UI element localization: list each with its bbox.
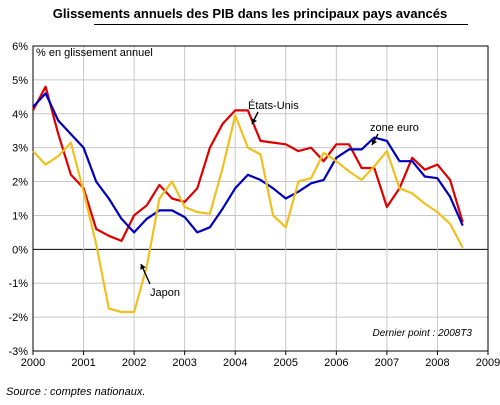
- x-tick-label: 2001: [71, 357, 95, 369]
- source-note: Source : comptes nationaux.: [6, 386, 146, 398]
- x-tick-label: 2000: [21, 357, 45, 369]
- series-line--tats-unis: [32, 85, 464, 242]
- y-axis-label: % en glissement annuel: [36, 47, 153, 59]
- series-line-zone-euro: [32, 92, 464, 234]
- chart-title: Glissements annuels des PIB dans les pri…: [52, 6, 448, 21]
- x-axis-ticks: 2000 2001 2002 2003 2004 2005 2006 2007 2008 2009: [21, 351, 500, 369]
- series-label: États-Unis: [248, 99, 299, 112]
- x-tick-label: 2004: [223, 357, 247, 369]
- label-arrowhead: [251, 118, 257, 124]
- y-tick-label: -1%: [8, 278, 28, 290]
- plot-frame: [32, 45, 489, 352]
- y-tick-label: 3%: [12, 143, 28, 155]
- series-line-japon: [32, 114, 464, 314]
- y-tick-label: 5%: [12, 75, 28, 87]
- label-arrowhead: [371, 139, 377, 145]
- title-underline: [94, 24, 468, 25]
- y-tick-label: 4%: [12, 109, 28, 121]
- series-label: zone euro: [370, 122, 419, 134]
- y-axis-ticks: -3% -2% -1% 0% 1% 2% 3% 4% 5% 6%: [8, 41, 28, 358]
- series-labels: États-Unis zone euro Japon: [140, 99, 419, 299]
- series-lines: [32, 85, 464, 314]
- x-tick-label: 2007: [375, 357, 399, 369]
- label-arrowhead: [140, 264, 146, 270]
- y-tick-label: 0%: [12, 244, 28, 256]
- x-tick-label: 2008: [425, 357, 449, 369]
- x-tick-label: 2003: [172, 357, 196, 369]
- y-tick-label: 1%: [12, 210, 28, 222]
- y-tick-label: -3%: [8, 346, 28, 358]
- series-label: Japon: [150, 287, 180, 299]
- x-tick-label: 2009: [476, 357, 500, 369]
- x-tick-label: 2005: [274, 357, 298, 369]
- last-point-annotation: Dernier point : 2008T3: [372, 328, 472, 339]
- y-tick-label: 6%: [12, 41, 28, 53]
- y-tick-label: 2%: [12, 177, 28, 189]
- y-tick-label: -2%: [8, 312, 28, 324]
- x-tick-label: 2002: [122, 357, 146, 369]
- x-tick-label: 2006: [324, 357, 348, 369]
